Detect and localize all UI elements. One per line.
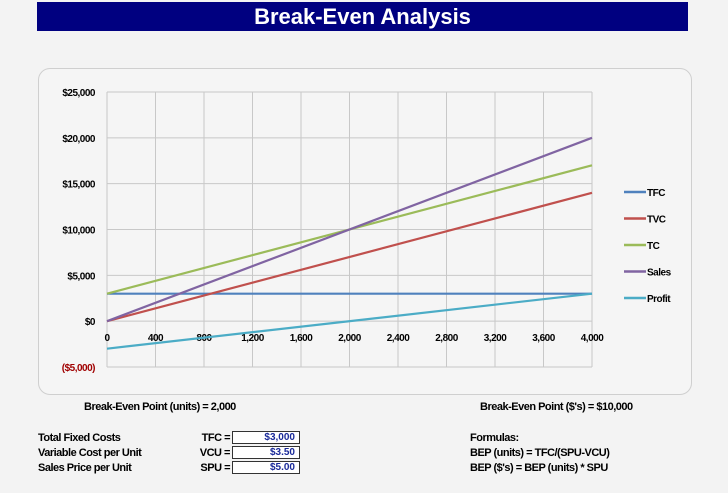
spu-input[interactable]: $5.00 xyxy=(232,461,300,474)
bep-dollars: Break-Even Point ($'s) = $10,000 xyxy=(480,401,633,413)
bep-units: Break-Even Point (units) = 2,000 xyxy=(84,401,236,413)
x-tick-label: 1,200 xyxy=(241,333,264,344)
formula-bep-dollars: BEP ($'s) = BEP (units) * SPU xyxy=(470,462,608,474)
legend-label: TC xyxy=(647,241,660,252)
x-tick-label: 4,000 xyxy=(581,333,604,344)
series-line-tvc xyxy=(106,191,593,323)
input-codes: TFC = VCU = SPU = xyxy=(190,431,231,476)
x-tick-label: 2,000 xyxy=(338,333,361,344)
y-tick-label: $5,000 xyxy=(67,271,96,282)
vcu-input[interactable]: $3.50 xyxy=(232,446,300,459)
x-tick-label: 2,800 xyxy=(435,333,458,344)
x-tick-label: 3,200 xyxy=(484,333,507,344)
formulas-heading: Formulas: xyxy=(470,432,519,444)
formula-bep-units: BEP (units) = TFC/(SPU-VCU) xyxy=(470,447,610,459)
code-tfc: TFC = xyxy=(201,432,231,444)
tfc-input[interactable]: $3,000 xyxy=(232,431,300,444)
page-title: Break-Even Analysis xyxy=(37,2,688,31)
y-tick-label: $15,000 xyxy=(62,180,96,191)
label-tfc: Total Fixed Costs xyxy=(38,432,121,444)
legend-label: TVC xyxy=(647,215,666,226)
x-tick-label: 3,600 xyxy=(532,333,555,344)
y-tick-label: $20,000 xyxy=(62,134,96,145)
x-tick-label: 400 xyxy=(148,333,164,344)
y-tick-label: ($5,000) xyxy=(62,363,95,374)
series-line-sales xyxy=(106,136,593,323)
label-vcu: Variable Cost per Unit xyxy=(38,447,142,459)
label-spu: Sales Price per Unit xyxy=(38,462,132,474)
input-labels: Total Fixed Costs Variable Cost per Unit… xyxy=(38,431,142,476)
x-tick-label: 1,600 xyxy=(290,333,313,344)
y-tick-label: $10,000 xyxy=(62,226,96,237)
x-tick-label: 0 xyxy=(104,333,110,344)
code-vcu: VCU = xyxy=(199,447,231,459)
legend-label: TFC xyxy=(647,188,665,199)
chart-panel xyxy=(38,68,692,395)
x-tick-label: 2,400 xyxy=(387,333,410,344)
formulas: Formulas: BEP (units) = TFC/(SPU-VCU) BE… xyxy=(470,431,610,476)
series-line-profit xyxy=(106,292,593,350)
legend-label: Profit xyxy=(647,294,671,305)
y-tick-label: $25,000 xyxy=(62,88,96,99)
code-spu: SPU = xyxy=(200,462,230,474)
legend-label: Sales xyxy=(647,268,672,279)
y-tick-label: $0 xyxy=(85,317,96,328)
